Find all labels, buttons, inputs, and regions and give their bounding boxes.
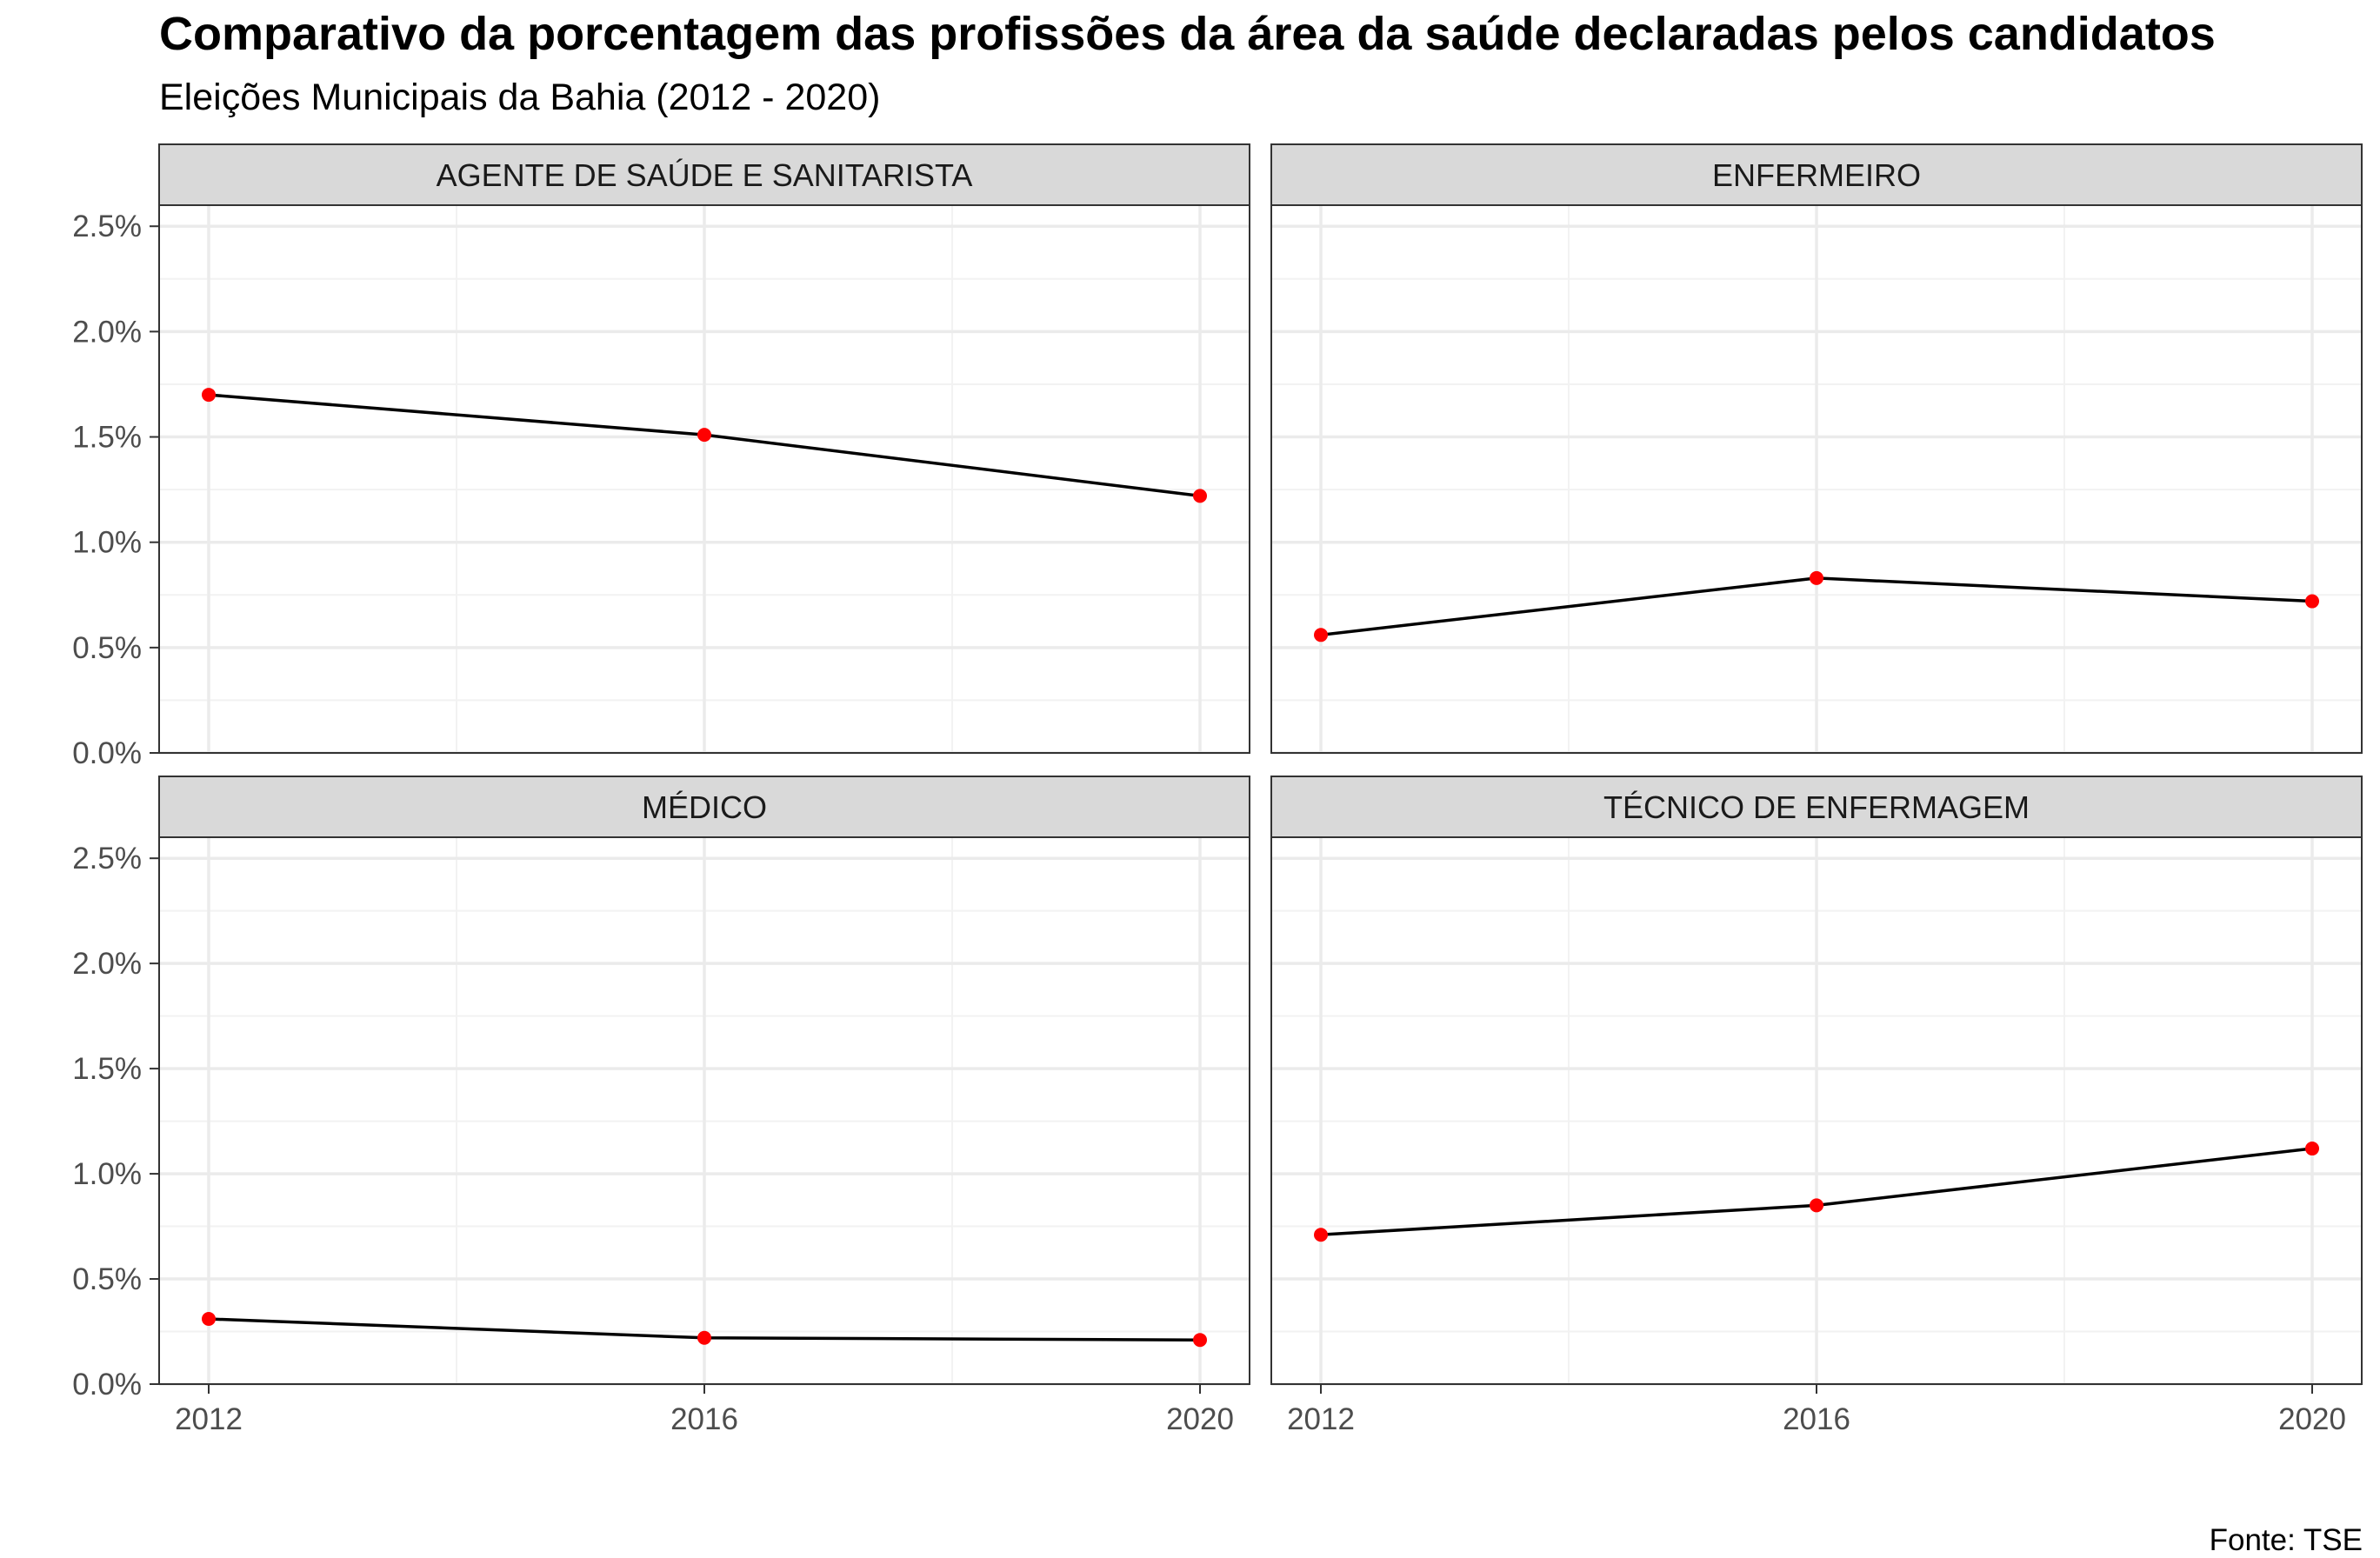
y-tick-label: 0.0% [72,1368,142,1402]
x-tick-label: 2012 [175,1402,243,1436]
facet-strip [158,776,1250,838]
facet-label: MÉDICO [642,789,767,825]
y-tick-label: 2.0% [72,947,142,981]
facet-strip [1270,776,2363,838]
data-point [697,428,711,443]
facet-label: TÉCNICO DE ENFERMAGEM [1603,789,2030,825]
data-point [697,1330,711,1345]
y-tick-label: 1.0% [72,1157,142,1191]
data-point [1810,1198,1823,1213]
data-point [1314,1228,1328,1242]
x-tick-label: 2020 [2278,1402,2346,1436]
facet-label: ENFERMEIRO [1712,157,1921,193]
x-tick-label: 2016 [1783,1402,1850,1436]
data-point [2305,1142,2319,1156]
facet-label: AGENTE DE SAÚDE E SANITARISTA [437,157,973,193]
y-tick-label: 0.5% [72,1262,142,1296]
y-tick-label: 2.5% [72,842,142,876]
chart-title: Comparativo da porcentagem das profissõe… [159,8,2216,60]
data-point [202,1312,216,1327]
facet-strip [158,143,1250,206]
data-point [1314,628,1328,643]
data-point [1810,570,1823,585]
y-tick-label: 0.5% [72,631,142,665]
x-tick-label: 2016 [670,1402,738,1436]
y-tick-label: 1.0% [72,526,142,560]
chart-caption: Fonte: TSE [2209,1523,2363,1557]
data-point [1193,489,1207,503]
y-tick-label: 2.0% [72,315,142,349]
data-point [1193,1333,1207,1348]
y-tick-label: 0.0% [72,736,142,770]
x-tick-label: 2020 [1166,1402,1234,1436]
y-tick-label: 1.5% [72,421,142,455]
y-tick-label: 1.5% [72,1052,142,1086]
data-point [202,388,216,403]
x-tick-label: 2012 [1287,1402,1355,1436]
y-tick-label: 2.5% [72,210,142,243]
facet-strip [1270,143,2363,206]
chart-subtitle: Eleições Municipais da Bahia (2012 - 202… [159,77,881,118]
data-point [2305,594,2319,609]
